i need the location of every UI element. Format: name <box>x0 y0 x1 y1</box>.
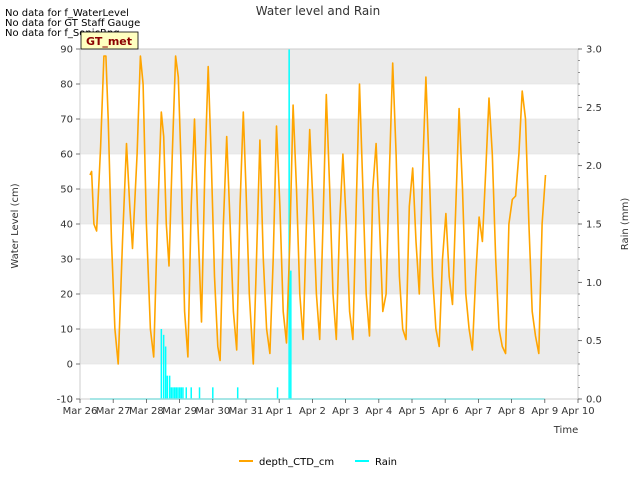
station-badge-label: GT_met <box>86 35 132 48</box>
band <box>80 294 578 329</box>
no-data-note-waterlevel: No data for f_WaterLevel <box>5 8 129 19</box>
y2-tick-label: 1.0 <box>586 278 602 289</box>
x-tick-label: Apr 6 <box>432 406 459 417</box>
y-axis-label: Water Level (cm) <box>10 183 21 268</box>
x-tick-label: Mar 31 <box>229 406 264 417</box>
band <box>80 84 578 119</box>
x-tick-label: Apr 1 <box>266 406 293 417</box>
x-tick-label: Mar 29 <box>162 406 197 417</box>
y-axis-right: 0.0 0.5 1.0 1.5 2.0 2.5 3.0 <box>578 45 602 406</box>
station-badge: GT_met <box>80 31 139 50</box>
no-data-note-staff-gauge: No data for GT Staff Gauge <box>5 18 141 29</box>
x-tick-label: Mar 26 <box>63 406 98 417</box>
x-tick-label: Mar 30 <box>195 406 230 417</box>
band <box>80 224 578 259</box>
band <box>80 49 578 84</box>
y2-tick-label: 0.0 <box>586 395 602 406</box>
depth-line <box>89 55 547 365</box>
x-tick-label: Apr 2 <box>299 406 326 417</box>
x-tick-label: Apr 10 <box>561 406 594 417</box>
band <box>80 259 578 294</box>
x-tick-label: Apr 4 <box>365 406 392 417</box>
y-axis-left: -10 0 10 20 30 40 50 60 70 80 90 <box>57 45 80 406</box>
y-tick-label: 50 <box>60 185 73 196</box>
depth-series <box>89 55 547 365</box>
y2-tick-label: 0.5 <box>586 336 602 347</box>
x-tick-label: Apr 9 <box>531 406 558 417</box>
y2-axis-label: Rain (mm) <box>620 198 631 251</box>
y-tick-label: 70 <box>60 115 73 126</box>
y-tick-label: 60 <box>60 150 73 161</box>
no-data-note-sonicrng: No data for f_SonicRng <box>5 28 120 39</box>
legend: depth_CTD_cm Rain <box>239 457 397 468</box>
x-tick-label: Apr 5 <box>399 406 426 417</box>
y-tick-label: 20 <box>60 290 73 301</box>
x-tick-label: Mar 28 <box>129 406 164 417</box>
y2-tick-label: 2.5 <box>586 103 602 114</box>
legend-depth-label: depth_CTD_cm <box>259 457 334 468</box>
x-tick-label: Apr 8 <box>498 406 525 417</box>
y-tick-label: 0 <box>67 360 73 371</box>
chart-title: Water level and Rain <box>256 4 380 18</box>
y-tick-label: 40 <box>60 220 73 231</box>
legend-rain-label: Rain <box>375 457 397 468</box>
x-tick-label: Apr 7 <box>465 406 492 417</box>
y2-tick-label: 3.0 <box>586 45 602 56</box>
y-tick-label: 80 <box>60 80 73 91</box>
x-tick-label: Apr 3 <box>332 406 359 417</box>
plot-background-bands <box>80 49 578 399</box>
y-tick-label: 30 <box>60 255 73 266</box>
x-tick-label: Mar 27 <box>96 406 131 417</box>
y-tick-label: -10 <box>57 395 73 406</box>
y2-tick-label: 2.0 <box>586 161 602 172</box>
band <box>80 189 578 224</box>
x-axis-label: Time <box>553 425 578 436</box>
band <box>80 364 578 399</box>
y2-tick-label: 1.5 <box>586 220 602 231</box>
y-tick-label: 10 <box>60 325 73 336</box>
y-tick-label: 90 <box>60 45 73 56</box>
